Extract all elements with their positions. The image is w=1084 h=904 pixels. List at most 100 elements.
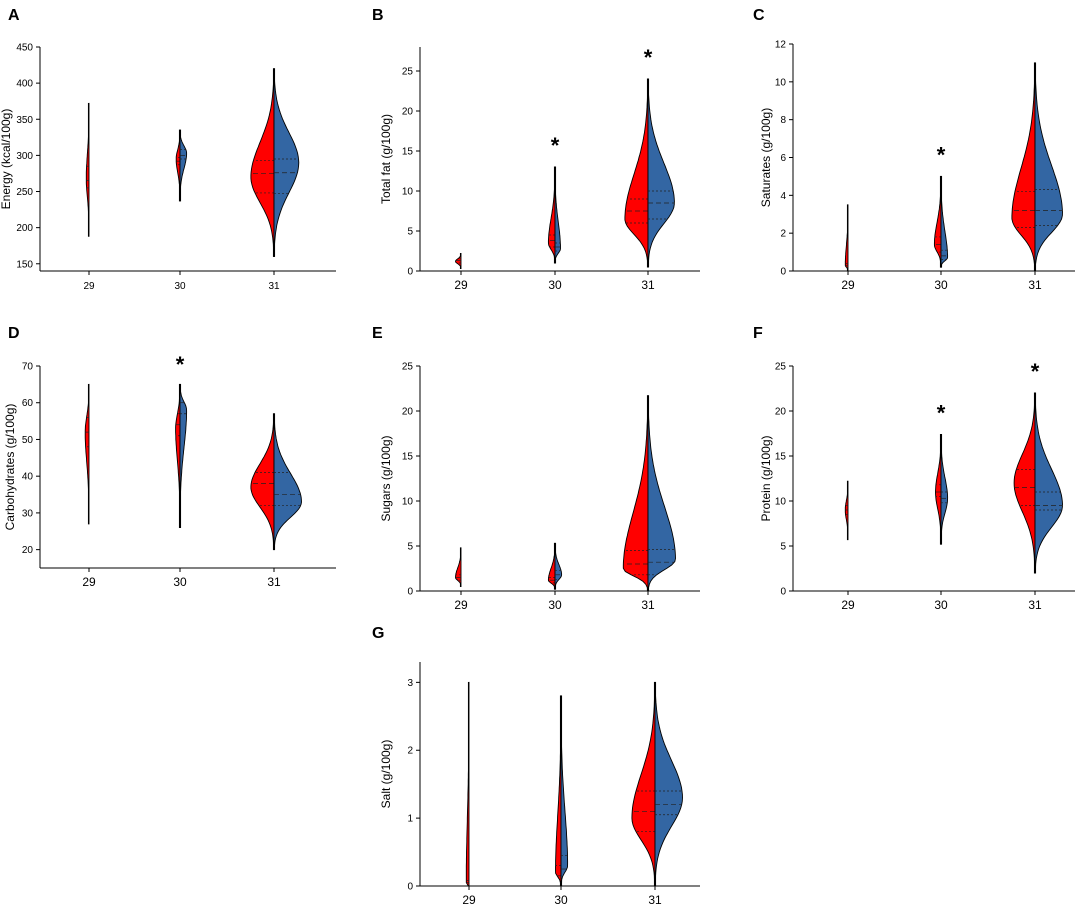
y-tick-label: 2 (780, 229, 786, 240)
panel-d: D 20 30 40 50 60 70 29 30 31 Carbohydrates (g/100g… (3, 325, 336, 589)
panel-letter: B (372, 7, 384, 24)
y-tick-label: 30 (22, 508, 34, 519)
y-tick-label: 4 (780, 191, 786, 202)
violin-left-30 (933, 175, 942, 268)
panel-letter: E (372, 325, 383, 342)
x-tick-label: 29 (462, 893, 476, 904)
y-axis-label: Total fat (g/100g) (379, 114, 393, 204)
x-tick-label: 30 (934, 598, 948, 612)
significance-star: * (1031, 359, 1040, 384)
violin-right-30 (554, 542, 563, 590)
violin-left-31 (1013, 392, 1036, 574)
violin-left-29 (455, 547, 462, 587)
violin-right-31 (647, 78, 675, 268)
y-tick-label: 1 (407, 814, 413, 825)
y-tick-label: 2 (407, 746, 413, 757)
y-tick-label: 40 (22, 472, 34, 483)
x-tick-label: 29 (841, 598, 855, 612)
y-tick-label: 8 (780, 115, 786, 126)
panel-letter: C (753, 7, 765, 24)
panel-f: F 0 5 10 15 20 25 29 30 31 Protein (g/100g) * * (753, 325, 1075, 612)
y-tick-label: 20 (775, 407, 787, 418)
x-tick-label: 29 (454, 278, 468, 292)
violin-right-31 (647, 395, 676, 592)
y-tick-label: 0 (407, 267, 413, 278)
x-tick-label: 31 (648, 893, 662, 904)
y-tick-label: 50 (22, 435, 34, 446)
significance-star: * (644, 45, 653, 70)
y-tick-label: 6 (780, 153, 786, 164)
y-tick-label: 0 (780, 267, 786, 278)
significance-star: * (937, 142, 946, 167)
violin-left-30 (547, 166, 556, 264)
panel-b: B 0 5 10 15 20 25 29 30 31 Total fat (g/100g) * * (372, 7, 700, 292)
y-tick-label: 15 (402, 452, 414, 463)
violin-left-31 (624, 78, 649, 268)
violin-left-29 (85, 102, 90, 237)
violin-right-31 (654, 681, 683, 887)
violin-left-29 (844, 480, 849, 541)
y-tick-label: 250 (16, 187, 33, 198)
y-tick-label: 15 (402, 147, 414, 158)
y-tick-label: 10 (402, 497, 414, 508)
y-axis-label: Sugars (g/100g) (379, 435, 393, 521)
y-tick-label: 25 (402, 362, 414, 373)
panel-letter: G (372, 625, 384, 642)
violin-left-31 (250, 413, 275, 551)
violin-right-30 (940, 175, 949, 268)
x-tick-label: 30 (548, 278, 562, 292)
x-tick-label: 29 (82, 575, 96, 589)
y-tick-label: 70 (22, 362, 34, 373)
x-tick-label: 31 (1028, 598, 1042, 612)
y-tick-label: 5 (780, 542, 786, 553)
violin-right-31 (1034, 62, 1063, 272)
panel-e: E 0 5 10 15 20 25 29 30 31 Sugars (g/100g) (372, 325, 700, 612)
y-tick-label: 25 (402, 67, 414, 78)
y-axis-label: Salt (g/100g) (379, 740, 393, 809)
violin-left-30 (175, 129, 181, 202)
violin-right-30 (560, 695, 569, 887)
y-axis-label: Protein (g/100g) (759, 435, 773, 521)
y-tick-label: 20 (22, 545, 34, 556)
violin-right-31 (1034, 392, 1063, 574)
y-axis-label: Saturates (g/100g) (759, 108, 773, 207)
significance-star: * (551, 133, 560, 158)
violin-right-30 (554, 166, 561, 264)
y-tick-label: 0 (407, 882, 413, 893)
x-tick-label: 30 (173, 575, 187, 589)
x-tick-label: 31 (641, 598, 655, 612)
x-tick-label: 29 (454, 598, 468, 612)
violin-left-31 (1011, 62, 1036, 272)
y-tick-label: 20 (402, 107, 414, 118)
panel-a: A 150 200 250 300 350 400 450 29 30 31 Energy (kcal… (0, 7, 336, 292)
violin-left-30 (935, 433, 942, 545)
x-tick-label: 29 (83, 281, 95, 292)
x-tick-label: 30 (934, 278, 948, 292)
y-tick-label: 200 (16, 223, 33, 234)
y-tick-label: 20 (402, 407, 414, 418)
y-tick-label: 5 (407, 542, 413, 553)
violin-left-31 (250, 68, 275, 258)
y-tick-label: 0 (407, 587, 413, 598)
violin-left-31 (622, 395, 649, 592)
x-tick-label: 31 (641, 278, 655, 292)
violin-left-30 (547, 542, 556, 590)
significance-star: * (176, 352, 185, 377)
y-tick-label: 10 (775, 77, 787, 88)
violin-left-31 (631, 681, 656, 887)
y-tick-label: 60 (22, 398, 34, 409)
x-tick-label: 31 (1028, 278, 1042, 292)
panel-letter: A (8, 7, 20, 24)
panel-letter: F (753, 325, 763, 342)
significance-star: * (937, 400, 946, 425)
y-axis-label: Carbohydrates (g/100g) (3, 404, 17, 531)
x-tick-label: 30 (548, 598, 562, 612)
y-tick-label: 10 (775, 497, 787, 508)
y-tick-label: 0 (780, 587, 786, 598)
y-tick-label: 12 (775, 40, 787, 51)
y-tick-label: 3 (407, 678, 413, 689)
y-tick-label: 10 (402, 187, 414, 198)
panel-c: C 0 2 4 6 8 10 12 29 30 31 Saturates (g/100g) * (753, 7, 1075, 292)
y-tick-label: 5 (407, 227, 413, 238)
